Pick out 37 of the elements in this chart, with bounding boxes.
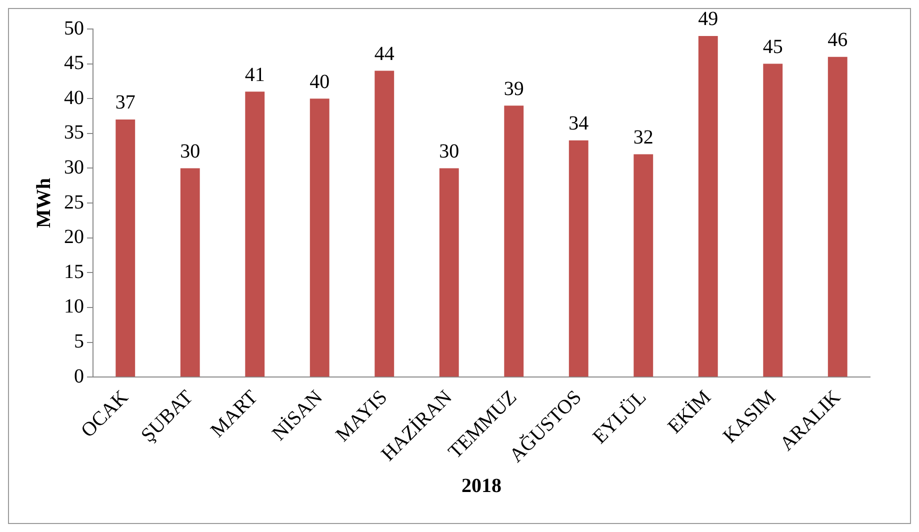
bar: [116, 119, 136, 377]
bar: [828, 56, 848, 377]
data-label: 37: [115, 92, 136, 114]
data-label: 30: [439, 140, 460, 162]
bar: [763, 64, 783, 377]
bar: [180, 168, 200, 377]
y-tick-label: 10: [64, 296, 84, 318]
y-tick-label: 0: [74, 365, 84, 388]
x-axis-title: 2018: [462, 475, 502, 498]
bar: [439, 168, 459, 377]
data-label: 41: [244, 64, 265, 86]
y-tick-label: 40: [64, 86, 84, 109]
data-label: 39: [504, 78, 524, 100]
bar: [504, 106, 524, 377]
data-label: 46: [828, 29, 848, 52]
y-tick-label: 50: [64, 17, 84, 40]
y-axis-title: MWh: [33, 178, 56, 228]
bar: [374, 70, 394, 377]
y-tick-label: 15: [64, 260, 84, 283]
y-tick-label: 25: [64, 191, 84, 214]
data-label: 32: [633, 126, 654, 149]
y-tick-label: 35: [64, 122, 84, 144]
bar: [568, 140, 588, 377]
y-tick-label: 30: [64, 156, 84, 178]
data-label: 40: [310, 70, 330, 93]
data-label: 30: [180, 140, 200, 162]
data-label: 45: [762, 36, 783, 58]
bar: [634, 154, 654, 377]
y-tick-label: 20: [64, 226, 84, 248]
bar: [245, 92, 265, 377]
data-label: 34: [568, 112, 589, 135]
data-label: 49: [698, 8, 718, 30]
bar: [310, 98, 330, 377]
y-tick-label: 45: [64, 52, 84, 74]
data-label: 44: [374, 43, 394, 66]
y-tick-label: 5: [74, 330, 84, 353]
bar: [698, 36, 718, 377]
